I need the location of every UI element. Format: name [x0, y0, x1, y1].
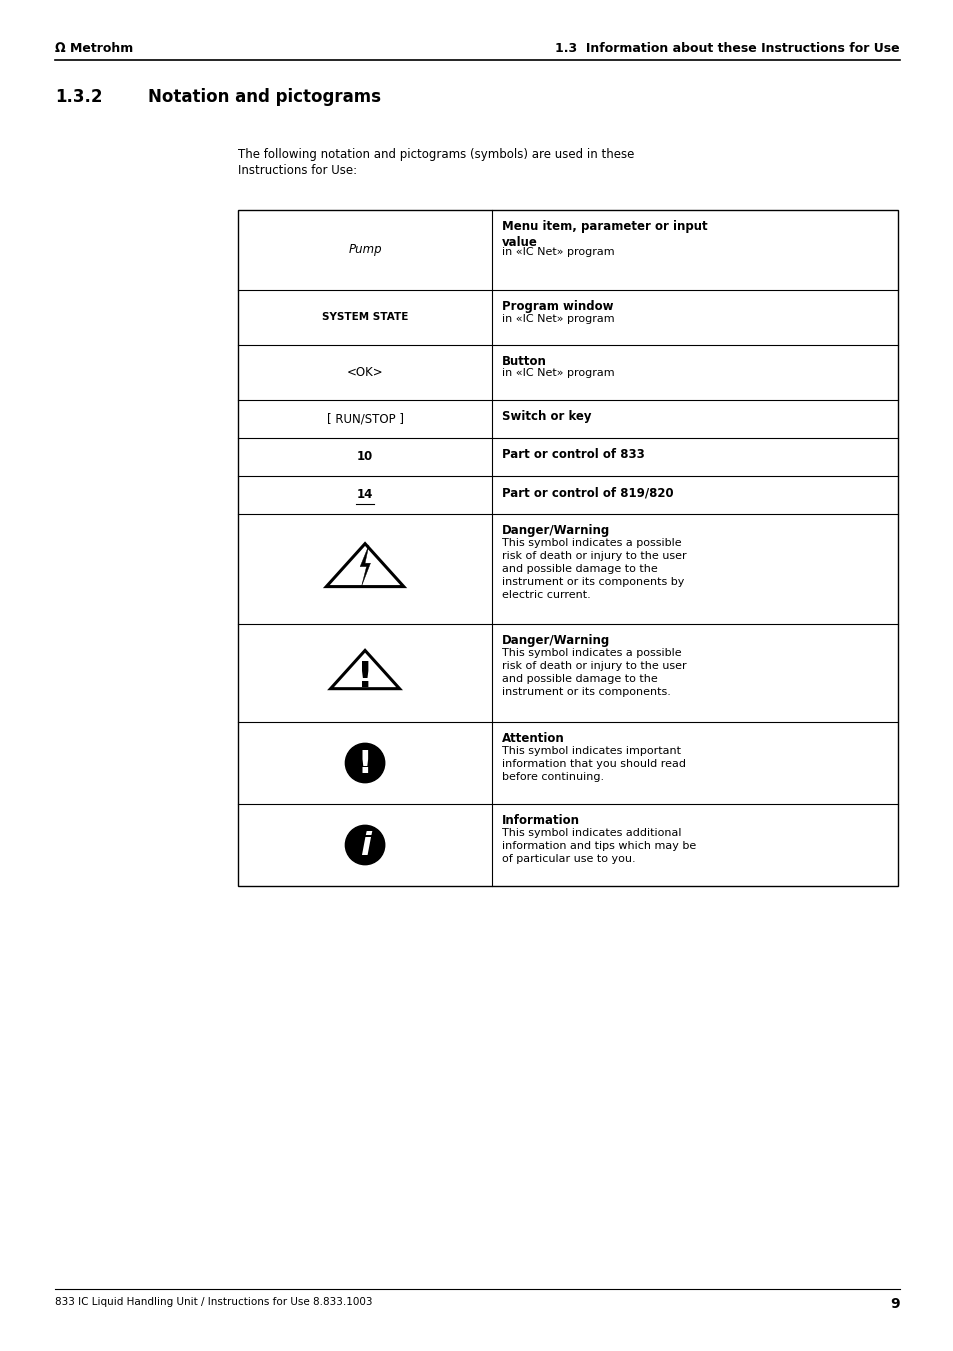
Text: !: ! — [356, 659, 373, 694]
Text: in «IC Net» program: in «IC Net» program — [501, 313, 614, 323]
Text: in «IC Net» program: in «IC Net» program — [501, 369, 614, 378]
Text: Menu item, parameter or input
value: Menu item, parameter or input value — [501, 220, 707, 249]
Text: i: i — [359, 831, 370, 862]
Text: Part or control of 819/820: Part or control of 819/820 — [501, 486, 673, 499]
Text: 10: 10 — [356, 450, 373, 463]
Text: Pump: Pump — [348, 243, 381, 257]
Text: 833 IC Liquid Handling Unit / Instructions for Use 8.833.1003: 833 IC Liquid Handling Unit / Instructio… — [55, 1297, 372, 1306]
Text: Attention: Attention — [501, 732, 564, 744]
Text: Instructions for Use:: Instructions for Use: — [237, 163, 356, 177]
Polygon shape — [359, 544, 370, 586]
Text: The following notation and pictograms (symbols) are used in these: The following notation and pictograms (s… — [237, 149, 634, 161]
Text: Danger/Warning: Danger/Warning — [501, 634, 610, 647]
Text: 14: 14 — [356, 489, 373, 501]
Text: This symbol indicates a possible
risk of death or injury to the user
and possibl: This symbol indicates a possible risk of… — [501, 647, 686, 697]
Text: Part or control of 833: Part or control of 833 — [501, 449, 644, 461]
Text: [ RUN/STOP ]: [ RUN/STOP ] — [326, 412, 403, 426]
Circle shape — [345, 743, 384, 782]
Text: This symbol indicates important
information that you should read
before continui: This symbol indicates important informat… — [501, 746, 685, 782]
Text: 1.3  Information about these Instructions for Use: 1.3 Information about these Instructions… — [555, 42, 899, 54]
Text: in «IC Net» program: in «IC Net» program — [501, 247, 614, 257]
Text: Program window: Program window — [501, 300, 613, 313]
Circle shape — [345, 825, 384, 865]
Text: Notation and pictograms: Notation and pictograms — [148, 88, 380, 105]
Text: 9: 9 — [889, 1297, 899, 1310]
Text: Danger/Warning: Danger/Warning — [501, 524, 610, 536]
Text: <OK>: <OK> — [346, 366, 383, 380]
Text: Information: Information — [501, 815, 579, 827]
Text: !: ! — [357, 748, 372, 780]
Text: This symbol indicates a possible
risk of death or injury to the user
and possibl: This symbol indicates a possible risk of… — [501, 538, 686, 600]
Bar — [237, 209, 897, 886]
Text: SYSTEM STATE: SYSTEM STATE — [321, 312, 408, 323]
Text: Switch or key: Switch or key — [501, 409, 591, 423]
Text: This symbol indicates additional
information and tips which may be
of particular: This symbol indicates additional informa… — [501, 828, 696, 863]
Text: Button: Button — [501, 355, 546, 367]
Text: 1.3.2: 1.3.2 — [55, 88, 102, 105]
Text: Ω Metrohm: Ω Metrohm — [55, 42, 133, 54]
